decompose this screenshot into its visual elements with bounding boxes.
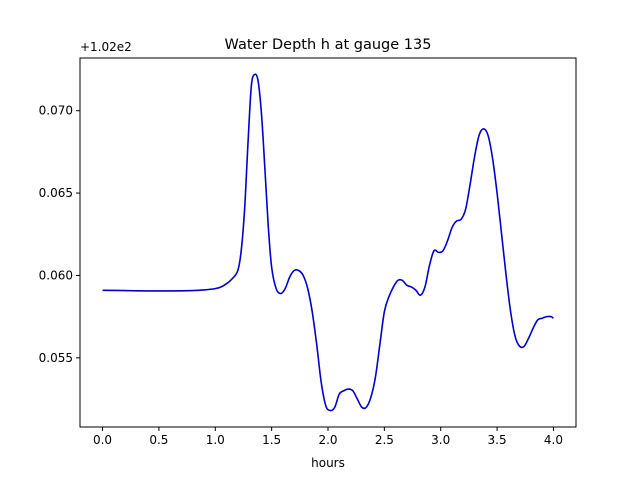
y-tick-label: 0.070 (39, 104, 73, 118)
x-tick-label: 0.0 (93, 433, 112, 447)
x-tick-label: 1.5 (262, 433, 281, 447)
y-tick-label: 0.055 (39, 351, 73, 365)
plot-area (102, 73, 554, 412)
x-tick-label: 4.0 (544, 433, 563, 447)
x-axis: 0.0 0.5 1.0 1.5 2.0 2.5 3.0 3.5 4.0 (93, 427, 563, 447)
x-tick-label: 2.0 (318, 433, 337, 447)
x-tick-label: 0.5 (149, 433, 168, 447)
y-tick-label: 0.065 (39, 186, 73, 200)
y-tick-label: 0.060 (39, 268, 73, 282)
x-tick-label: 2.5 (375, 433, 394, 447)
x-tick-label: 3.0 (431, 433, 450, 447)
chart-title: Water Depth h at gauge 135 (225, 37, 432, 53)
y-offset-label: +1.02e2 (80, 40, 132, 54)
x-axis-label: hours (311, 456, 345, 470)
x-tick-label: 3.5 (488, 433, 507, 447)
y-axis: 0.055 0.060 0.065 0.070 (39, 104, 80, 365)
series-line (102, 73, 554, 412)
x-tick-label: 1.0 (206, 433, 225, 447)
